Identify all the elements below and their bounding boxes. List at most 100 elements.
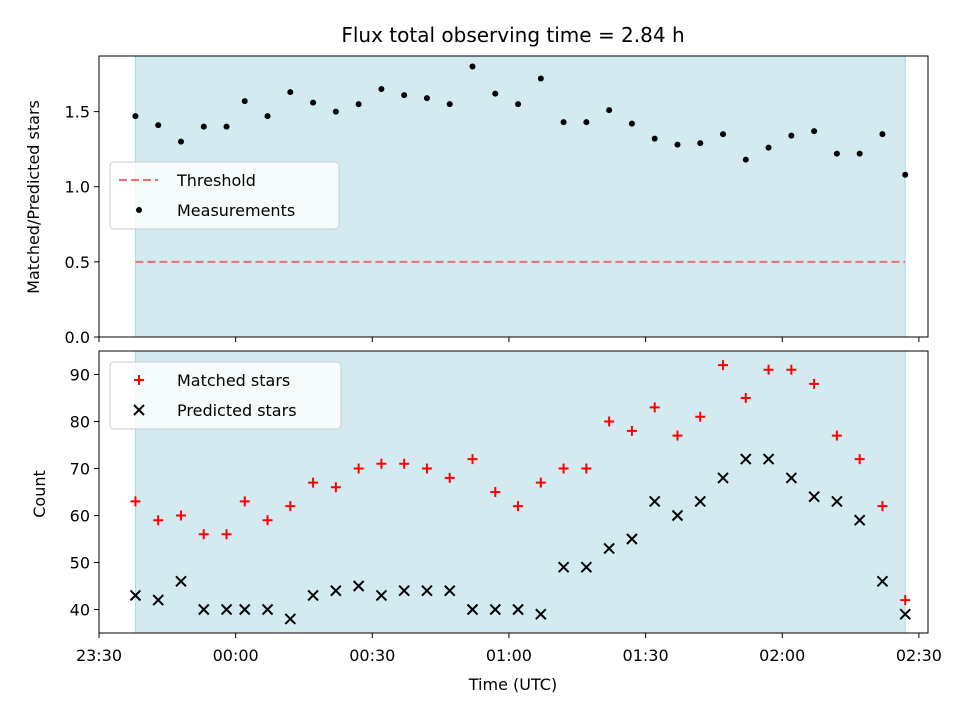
measurement-point bbox=[287, 89, 294, 96]
matched-stars-point bbox=[308, 477, 319, 488]
matched-stars-point bbox=[421, 463, 432, 474]
measurement-point bbox=[223, 123, 230, 130]
bottom-legend-box bbox=[109, 361, 342, 430]
matched-stars-point bbox=[153, 515, 164, 526]
measurement-point bbox=[720, 131, 727, 138]
measurement-point bbox=[515, 101, 522, 108]
matched-stars-point bbox=[740, 393, 751, 403]
top-legend-box bbox=[109, 161, 340, 230]
top-y-tick-label: 1.5 bbox=[65, 103, 90, 122]
measurement-point bbox=[200, 123, 207, 130]
matched-stars-point bbox=[786, 364, 797, 375]
bottom-y-tick-label: 80 bbox=[70, 413, 90, 432]
measurement-point bbox=[628, 120, 635, 127]
matched-stars-point bbox=[221, 529, 232, 540]
measurement-point bbox=[902, 171, 909, 178]
measurement-point bbox=[310, 99, 317, 106]
legend-label: Matched stars bbox=[177, 371, 290, 390]
predicted-stars-point bbox=[853, 514, 866, 526]
measurement-point bbox=[788, 132, 795, 139]
x-axis-label: Time (UTC) bbox=[468, 675, 557, 694]
matched-stars-point bbox=[353, 463, 364, 474]
matched-stars-point bbox=[490, 487, 501, 497]
measurement-point bbox=[264, 113, 271, 120]
matched-stars-point bbox=[695, 411, 706, 422]
measurement-point bbox=[378, 86, 385, 93]
predicted-stars-point bbox=[762, 453, 775, 465]
matched-stars-point bbox=[399, 458, 410, 469]
matched-stars-point bbox=[376, 458, 387, 469]
predicted-stars-point bbox=[580, 561, 593, 573]
measurement-point bbox=[560, 119, 567, 126]
matched-stars-point bbox=[900, 595, 911, 606]
predicted-stars-point bbox=[330, 584, 342, 597]
predicted-stars-point bbox=[375, 589, 388, 602]
top-y-tick-label: 0.5 bbox=[65, 253, 90, 272]
measurement-point bbox=[355, 101, 362, 108]
predicted-stars-point bbox=[421, 584, 433, 597]
x-tick-label: 00:30 bbox=[349, 646, 395, 665]
legend-predicted-swatch bbox=[133, 404, 145, 416]
predicted-stars-point bbox=[512, 603, 524, 616]
measurement-point bbox=[765, 144, 772, 151]
matched-stars-point bbox=[285, 501, 296, 512]
predicted-stars-point bbox=[129, 589, 142, 602]
predicted-stars-point bbox=[694, 495, 706, 508]
bottom-y-tick-label: 40 bbox=[70, 601, 90, 620]
predicted-stars-point bbox=[785, 472, 798, 484]
bottom-panel: 40 50 60 70 80 90 23:30 00:00 00:30 01:00 01:30 02:… bbox=[70, 350, 942, 665]
matched-stars-point bbox=[467, 454, 478, 465]
matched-stars-point bbox=[175, 510, 186, 521]
legend-measurements-swatch bbox=[136, 207, 142, 213]
matched-stars-point bbox=[604, 416, 615, 427]
matched-stars-point bbox=[330, 482, 341, 493]
bottom-legend: Matched stars Predicted stars bbox=[109, 361, 342, 430]
measurement-point bbox=[132, 113, 139, 120]
measurement-point bbox=[651, 135, 658, 142]
predicted-stars-point bbox=[876, 575, 889, 588]
predicted-stars-point bbox=[717, 472, 729, 484]
predicted-stars-point bbox=[239, 603, 251, 616]
matched-stars-point bbox=[262, 515, 273, 526]
measurement-point bbox=[537, 75, 544, 82]
legend-label: Measurements bbox=[177, 201, 295, 220]
predicted-stars-point bbox=[740, 453, 752, 465]
matched-stars-point bbox=[809, 378, 820, 389]
matched-stars-point bbox=[626, 425, 637, 436]
legend-label: Predicted stars bbox=[177, 401, 297, 420]
bottom-y-axis-label: Count bbox=[30, 470, 49, 518]
measurement-point bbox=[401, 92, 408, 99]
matched-stars-point bbox=[831, 430, 842, 441]
bottom-y-tick-label: 50 bbox=[70, 554, 90, 573]
matched-stars-point bbox=[558, 463, 569, 474]
matched-stars-point bbox=[672, 430, 683, 441]
matched-stars-point bbox=[718, 360, 729, 371]
x-tick-label: 01:00 bbox=[486, 646, 532, 665]
bottom-axes-frame bbox=[98, 350, 929, 634]
top-y-tick-label: 1.0 bbox=[65, 178, 90, 197]
predicted-stars-point bbox=[284, 613, 297, 625]
matched-stars-point bbox=[444, 472, 455, 483]
predicted-stars-point bbox=[198, 603, 210, 616]
legend-matched-swatch bbox=[134, 375, 144, 385]
matched-stars-point bbox=[239, 496, 250, 507]
predicted-stars-point bbox=[261, 603, 274, 616]
x-tick-label: 02:30 bbox=[896, 646, 942, 665]
measurement-point bbox=[879, 131, 886, 138]
predicted-stars-point bbox=[466, 603, 479, 616]
measurement-point bbox=[811, 128, 818, 135]
matched-stars-point bbox=[535, 477, 546, 488]
matched-stars-point bbox=[581, 463, 592, 474]
measurement-point bbox=[423, 95, 430, 102]
top-legend: Threshold Measurements bbox=[109, 161, 340, 230]
measurement-point bbox=[697, 140, 704, 147]
measurement-point bbox=[332, 108, 339, 115]
predicted-stars-point bbox=[307, 589, 319, 602]
bottom-y-tick-label: 70 bbox=[70, 460, 90, 479]
predicted-stars-point bbox=[220, 603, 233, 616]
measurement-point bbox=[177, 138, 184, 145]
predicted-stars-point bbox=[489, 603, 501, 616]
predicted-stars-point bbox=[535, 608, 547, 620]
measurement-point bbox=[606, 107, 613, 114]
